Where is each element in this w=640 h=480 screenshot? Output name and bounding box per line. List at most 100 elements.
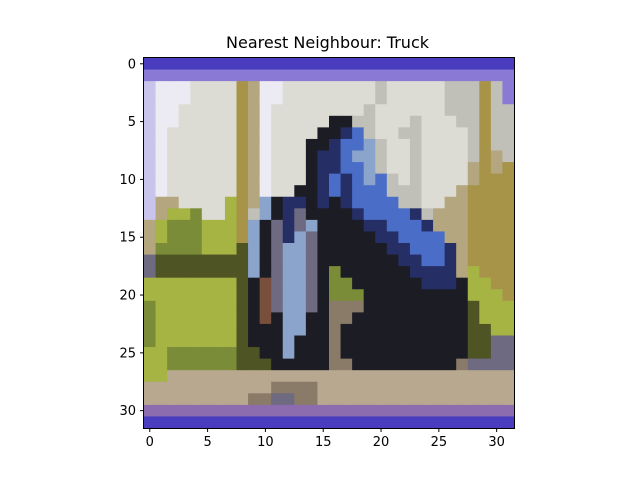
image-cell: [433, 173, 446, 186]
image-cell: [398, 208, 411, 221]
image-cell: [398, 173, 411, 186]
image-cell: [398, 381, 411, 394]
image-cell: [178, 104, 191, 117]
image-cell: [190, 150, 203, 163]
image-cell: [155, 323, 168, 336]
image-cell: [259, 381, 272, 394]
image-cell: [190, 335, 203, 348]
image-cell: [248, 115, 261, 128]
image-cell: [352, 289, 365, 302]
image-cell: [178, 219, 191, 232]
image-cell: [398, 347, 411, 360]
image-cell: [375, 138, 388, 151]
image-cell: [167, 196, 180, 209]
image-cell: [201, 289, 214, 302]
image-cell: [294, 300, 307, 313]
image-cell: [224, 370, 237, 383]
image-cell: [294, 196, 307, 209]
image-cell: [479, 81, 492, 94]
image-cell: [398, 92, 411, 105]
image-cell: [456, 219, 469, 232]
image-cell: [224, 404, 237, 417]
image-cell: [144, 69, 156, 82]
image-cell: [444, 347, 457, 360]
image-cell: [329, 127, 341, 140]
image-cell: [282, 219, 295, 232]
image-cell: [409, 370, 422, 383]
image-cell: [236, 58, 249, 70]
image-cell: [213, 243, 226, 255]
image-cell: [421, 300, 434, 313]
y-tick-label: 0: [128, 57, 136, 72]
image-cell: [409, 219, 422, 232]
image-cell: [201, 69, 214, 82]
image-cell: [178, 416, 191, 429]
image-cell: [259, 219, 272, 232]
image-cell: [190, 138, 203, 151]
image-cell: [467, 289, 480, 302]
image-cell: [167, 173, 180, 186]
image-cell: [294, 335, 307, 348]
image-cell: [386, 185, 399, 198]
image-cell: [144, 312, 156, 325]
image-cell: [352, 81, 365, 94]
image-cell: [294, 138, 307, 151]
image-cell: [352, 312, 365, 325]
image-cell: [236, 208, 249, 221]
image-cell: [305, 393, 318, 406]
image-cell: [224, 127, 237, 140]
image-cell: [248, 323, 261, 336]
x-tick-label: 10: [257, 435, 274, 450]
image-cell: [144, 416, 156, 429]
image-cell: [248, 277, 261, 290]
y-tick-label: 25: [119, 346, 136, 361]
image-cell: [224, 196, 237, 209]
image-cell: [144, 277, 156, 290]
image-cell: [375, 231, 388, 244]
image-cell: [444, 69, 457, 82]
image-cell: [167, 219, 180, 232]
image-cell: [201, 127, 214, 140]
image-cell: [213, 208, 226, 221]
image-cell: [305, 347, 318, 360]
image-cell: [271, 347, 284, 360]
image-cell: [479, 335, 492, 348]
image-cell: [213, 300, 226, 313]
image-cell: [271, 127, 284, 140]
image-cell: [248, 150, 261, 163]
image-cell: [386, 347, 399, 360]
image-cell: [259, 127, 272, 140]
image-cell: [213, 115, 226, 128]
image-cell: [433, 162, 446, 175]
image-cell: [375, 92, 388, 105]
image-cell: [433, 127, 446, 140]
image-cell: [294, 58, 307, 70]
image-cell: [155, 150, 168, 163]
image-cell: [190, 277, 203, 290]
y-tick-label: 30: [119, 404, 136, 419]
image-cell: [456, 150, 469, 163]
image-cell: [479, 138, 492, 151]
image-cell: [248, 208, 261, 221]
image-cell: [363, 185, 376, 198]
image-cell: [398, 370, 411, 383]
image-cell: [213, 289, 226, 302]
image-cell: [502, 254, 515, 267]
image-cell: [236, 300, 249, 313]
image-cell: [329, 312, 341, 325]
image-cell: [363, 104, 376, 117]
image-cell: [409, 381, 422, 394]
image-cell: [444, 150, 457, 163]
image-cell: [502, 266, 515, 279]
image-cell: [305, 69, 318, 82]
image-cell: [259, 243, 272, 255]
image-cell: [282, 150, 295, 163]
image-cell: [248, 416, 261, 429]
image-cell: [155, 358, 168, 371]
image-cell: [236, 335, 249, 348]
image-cell: [201, 416, 214, 429]
image-cell: [178, 300, 191, 313]
image-cell: [271, 416, 284, 429]
image-cell: [456, 300, 469, 313]
